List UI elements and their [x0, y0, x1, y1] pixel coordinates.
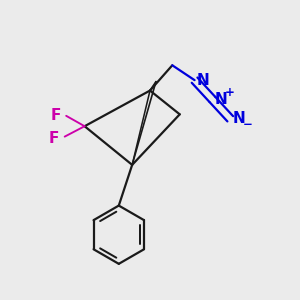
Text: −: −: [243, 118, 253, 130]
Text: +: +: [225, 86, 235, 99]
Text: N: N: [232, 111, 245, 126]
Text: N: N: [215, 92, 227, 107]
Text: N: N: [197, 73, 210, 88]
Text: F: F: [50, 108, 61, 123]
Text: F: F: [49, 130, 59, 146]
